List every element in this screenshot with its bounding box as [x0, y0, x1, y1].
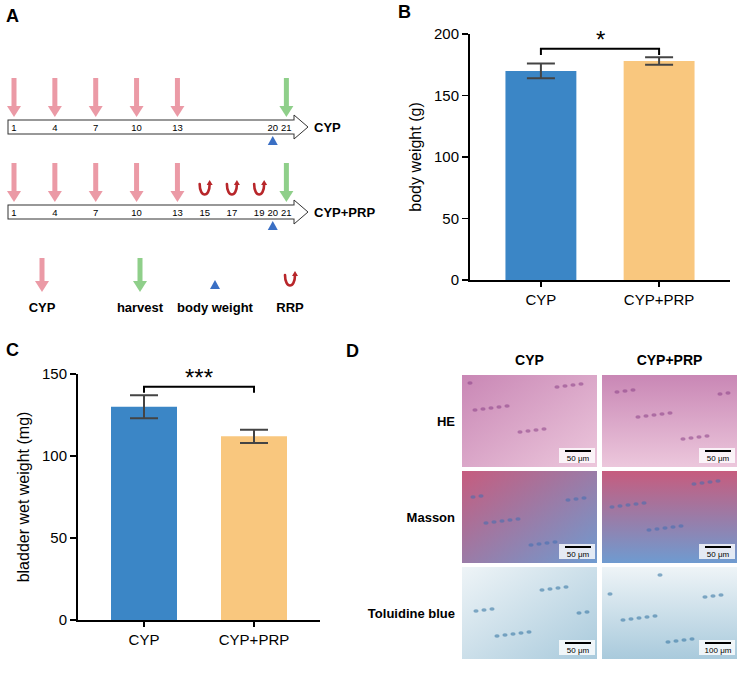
svg-text:0: 0	[451, 271, 459, 288]
svg-text:15: 15	[199, 207, 210, 218]
svg-text:10: 10	[131, 122, 142, 133]
svg-text:13: 13	[172, 122, 183, 133]
svg-text:50 μm: 50 μm	[707, 550, 730, 559]
svg-text:50 μm: 50 μm	[567, 550, 590, 559]
svg-text:100 μm: 100 μm	[705, 646, 732, 655]
svg-text:CYP: CYP	[129, 631, 160, 648]
svg-text:harvest: harvest	[117, 300, 164, 315]
svg-text:20: 20	[267, 122, 278, 133]
svg-text:150: 150	[434, 87, 459, 104]
svg-text:50: 50	[50, 529, 67, 546]
svg-text:4: 4	[52, 122, 57, 133]
svg-text:CYP+PRP: CYP+PRP	[637, 352, 703, 368]
svg-text:1: 1	[11, 122, 16, 133]
svg-text:150: 150	[42, 365, 67, 382]
svg-text:*: *	[596, 26, 605, 53]
svg-text:CYP: CYP	[515, 352, 544, 368]
svg-text:RRP: RRP	[276, 300, 304, 315]
svg-text:100: 100	[434, 148, 459, 165]
svg-text:0: 0	[59, 611, 67, 628]
svg-text:50 μm: 50 μm	[707, 454, 730, 463]
svg-text:CYP+PRP: CYP+PRP	[219, 631, 289, 648]
svg-text:50: 50	[442, 210, 459, 227]
svg-text:HE: HE	[437, 414, 455, 429]
html-text:B: B	[398, 2, 411, 22]
svg-text:1: 1	[11, 207, 16, 218]
svg-text:CYP+PRP: CYP+PRP	[624, 291, 694, 308]
svg-text:21: 21	[281, 122, 292, 133]
svg-text:13: 13	[172, 207, 183, 218]
svg-text:body weight (g): body weight (g)	[407, 102, 424, 211]
svg-text:19: 19	[254, 207, 265, 218]
svg-text:CYP+PRP: CYP+PRP	[314, 205, 375, 220]
svg-text:CYP: CYP	[525, 291, 556, 308]
svg-text:50 μm: 50 μm	[567, 646, 590, 655]
svg-text:bladder wet weight (mg): bladder wet weight (mg)	[15, 412, 32, 583]
svg-text:200: 200	[434, 25, 459, 42]
svg-text:100: 100	[42, 447, 67, 464]
svg-text:Masson: Masson	[407, 510, 455, 525]
svg-text:CYP: CYP	[29, 300, 56, 315]
svg-text:A: A	[6, 6, 19, 26]
svg-text:17: 17	[227, 207, 238, 218]
svg-text:4: 4	[52, 207, 57, 218]
svg-text:CYP: CYP	[314, 120, 341, 135]
svg-text:10: 10	[131, 207, 142, 218]
svg-text:21: 21	[281, 207, 292, 218]
svg-text:***: ***	[185, 364, 213, 391]
svg-text:D: D	[346, 341, 359, 361]
svg-text:7: 7	[93, 122, 98, 133]
svg-text:7: 7	[93, 207, 98, 218]
svg-text:Toluidine blue: Toluidine blue	[368, 606, 455, 621]
html-text:C: C	[6, 340, 19, 360]
svg-text:body weight: body weight	[177, 300, 254, 315]
svg-text:50 μm: 50 μm	[567, 454, 590, 463]
svg-text:20: 20	[267, 207, 278, 218]
